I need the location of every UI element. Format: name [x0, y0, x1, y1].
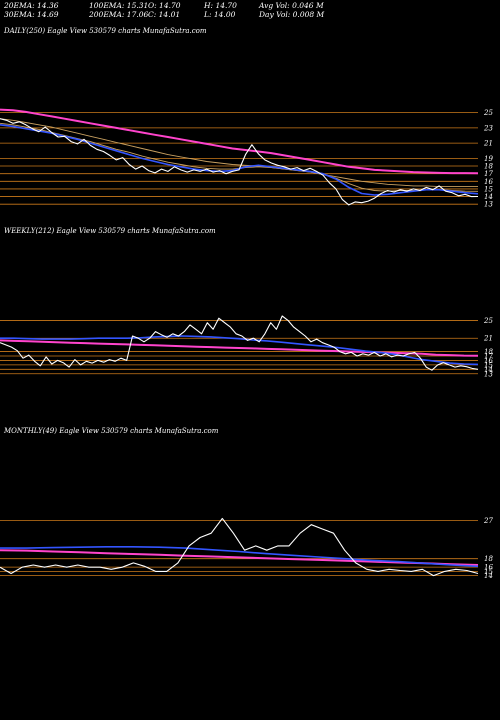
daily-ema100-line [0, 118, 478, 188]
ema200-stat: 200EMA: 17.06 [89, 10, 149, 19]
monthly-panel-label: MONTHLY(49) Eagle View 530579 charts Mun… [4, 427, 219, 435]
monthly-y-tick-label: 18 [484, 555, 493, 563]
ema20-stat: 20EMA: 14.36 [4, 1, 59, 10]
weekly-y-tick-label: 16 [484, 357, 493, 365]
ema100-stat: 100EMA: 15.31 [89, 1, 149, 10]
high-stat: H: 14.70 [204, 1, 237, 10]
weekly-y-tick-label: 13 [484, 370, 493, 378]
daily-ema200-line [0, 108, 479, 175]
open-stat: O: 14.70 [148, 1, 181, 10]
monthly-ema20-line [0, 545, 479, 568]
monthly-y-tick-label: 27 [483, 517, 493, 525]
weekly-y-tick-label: 15 [484, 361, 493, 369]
daily-y-tick-label: 14 [484, 193, 493, 201]
daily-y-tick-label: 21 [483, 140, 493, 148]
monthly-y-tick-label: 16 [484, 564, 493, 572]
weekly-ema200-line [0, 339, 479, 357]
weekly-panel-label: WEEKLY(212) Eagle View 530579 charts Mun… [4, 227, 216, 235]
monthly-price-line [0, 517, 479, 577]
day-vol-stat: Day Vol: 0.008 M [259, 10, 325, 19]
weekly-y-tick-label: 17 [484, 353, 493, 361]
low-stat: L: 14.00 [204, 10, 236, 19]
daily-y-tick-label: 19 [484, 155, 493, 163]
daily-y-tick-label: 18 [484, 163, 493, 171]
daily-y-tick-label: 13 [484, 201, 493, 209]
avg-vol-stat: Avg Vol: 0.046 M [259, 1, 324, 10]
daily-ema20-line [0, 124, 479, 196]
weekly-y-tick-label: 14 [484, 366, 493, 374]
close-stat: C: 14.01 [148, 10, 181, 19]
weekly-y-tick-label: 18 [484, 348, 493, 356]
monthly-ema200-line [0, 549, 479, 566]
daily-panel-label: DAILY(250) Eagle View 530579 charts Muna… [4, 27, 207, 35]
daily-y-tick-label: 25 [483, 109, 493, 117]
monthly-y-tick-label: 14 [484, 572, 493, 580]
weekly-y-tick-label: 25 [483, 317, 493, 325]
weekly-price-line [0, 315, 479, 371]
daily-price-line [0, 118, 479, 206]
weekly-y-tick-label: 21 [483, 335, 493, 343]
daily-y-tick-label: 23 [483, 124, 493, 132]
ema30-stat: 30EMA: 14.69 [4, 10, 59, 19]
monthly-y-tick-label: 15 [484, 568, 493, 576]
daily-y-tick-label: 15 [484, 185, 493, 193]
daily-y-tick-label: 16 [484, 178, 493, 186]
daily-y-tick-label: 17 [484, 170, 493, 178]
